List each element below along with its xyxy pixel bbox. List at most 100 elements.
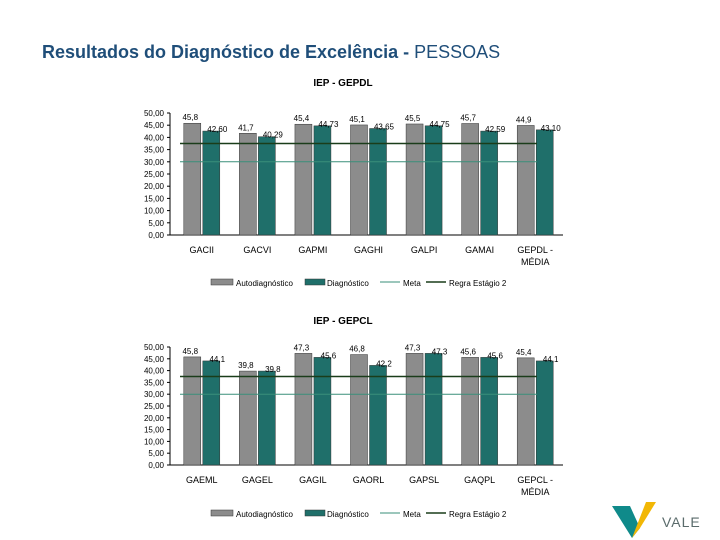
y-tick-label: 20,00: [144, 182, 165, 191]
data-label: 45,7: [460, 113, 476, 122]
y-tick-label: 10,00: [144, 207, 165, 216]
y-tick-label: 15,00: [144, 194, 165, 203]
data-label: 45,4: [294, 114, 310, 123]
bar-diagnostico: [258, 370, 276, 466]
y-tick-label: 35,00: [144, 146, 165, 155]
legend-swatch-0: [210, 278, 234, 286]
data-label: 45,8: [182, 347, 198, 356]
y-tick-label: 0,00: [148, 461, 164, 470]
data-label: 47,3: [405, 343, 421, 352]
x-tick-label: GAQPL: [464, 475, 495, 485]
data-label: 44,73: [318, 120, 339, 129]
legend-label: Meta: [403, 510, 421, 519]
data-label: 45,1: [349, 115, 365, 124]
y-tick-label: 25,00: [144, 402, 165, 411]
x-tick-label: GAORL: [353, 475, 385, 485]
bar-diagnostico: [424, 125, 443, 236]
data-label: 47,3: [294, 343, 310, 352]
y-tick-label: 30,00: [144, 390, 165, 399]
x-tick-label: GALPI: [411, 245, 438, 255]
data-label: 45,6: [321, 351, 337, 360]
y-tick-label: 25,00: [144, 170, 165, 179]
data-label: 39,8: [265, 365, 281, 374]
chart-title: IEP - GEPDL: [313, 78, 372, 89]
data-label: 44,9: [516, 115, 532, 124]
bar-diagnostico: [369, 365, 387, 466]
chart-gepdl: IEP - GEPDL 0,00 5,00 10,00 15,00 20,00 25,00 3…: [144, 78, 563, 288]
vale-logo: VALE: [612, 502, 700, 538]
data-label: 42,59: [485, 125, 506, 134]
x-tick-label: GAGIL: [299, 475, 327, 485]
chart-gepcl: IEP - GEPCL 0,00 5,00 10,00 15,00 20,00 25,00 3…: [144, 316, 563, 519]
x-tick-label: GAPSL: [409, 475, 439, 485]
legend-swatch-1: [304, 278, 326, 286]
bar-diagnostico: [369, 128, 387, 236]
data-label: 45,6: [487, 351, 503, 360]
legend-swatch-1: [304, 509, 326, 517]
x-tick-label: GACII: [190, 245, 215, 255]
chart-title: IEP - GEPCL: [313, 316, 372, 327]
data-label: 40,29: [263, 131, 284, 140]
bar-autodiagnostico: [516, 357, 535, 466]
bar-autodiagnostico: [294, 353, 313, 466]
legend-label: Diagnóstico: [327, 279, 369, 288]
bar-diagnostico: [202, 130, 221, 236]
bar-autodiagnostico: [183, 356, 202, 466]
y-tick-label: 30,00: [144, 158, 165, 167]
x-tick-label-line2: MÉDIA: [521, 257, 550, 267]
y-tick-label: 10,00: [144, 437, 165, 446]
legend-label: Autodiagnóstico: [236, 279, 293, 288]
y-tick-label: 40,00: [144, 133, 165, 142]
bar-diagnostico: [313, 125, 332, 236]
vale-logo-mark-right: [632, 502, 656, 538]
bar-autodiagnostico: [183, 122, 202, 236]
bar-autodiagnostico: [461, 123, 479, 236]
legend-label: Meta: [403, 279, 421, 288]
bar-diagnostico: [480, 130, 498, 236]
legend-label: Regra Estágio 2: [449, 279, 507, 288]
bar-diagnostico: [313, 357, 332, 466]
data-label: 41,7: [238, 123, 254, 132]
y-tick-label: 20,00: [144, 414, 165, 423]
y-tick-label: 45,00: [144, 355, 165, 364]
legend-label: Diagnóstico: [327, 510, 369, 519]
bar-autodiagnostico: [461, 357, 479, 466]
page-title-main: Resultados do Diagnóstico de Excelência …: [42, 42, 410, 62]
data-label: 42,60: [207, 125, 228, 134]
bar-diagnostico: [202, 360, 221, 466]
bar-autodiagnostico: [405, 353, 424, 466]
bar-autodiagnostico: [239, 370, 257, 466]
x-tick-label: GACVI: [243, 245, 271, 255]
y-tick-label: 15,00: [144, 426, 165, 435]
data-label: 45,5: [405, 114, 421, 123]
data-label: 47,3: [432, 347, 448, 356]
bar-diagnostico: [258, 136, 276, 236]
bar-diagnostico: [535, 129, 554, 236]
data-label: 44,1: [209, 355, 225, 364]
x-tick-label: GAGHI: [354, 245, 383, 255]
bar-autodiagnostico: [405, 123, 424, 236]
bar-autodiagnostico: [239, 133, 257, 236]
vale-logo-mark-left: [612, 506, 640, 538]
x-tick-label: GAGEL: [242, 475, 273, 485]
data-label: 43,10: [541, 124, 562, 133]
y-tick-label: 50,00: [144, 343, 165, 352]
y-tick-label: 45,00: [144, 121, 165, 130]
bar-autodiagnostico: [294, 123, 313, 236]
bar-diagnostico: [424, 353, 443, 466]
data-label: 46,8: [349, 345, 365, 354]
y-tick-label: 5,00: [148, 449, 164, 458]
y-tick-label: 40,00: [144, 367, 165, 376]
legend-swatch-0: [210, 509, 234, 517]
page-title: Resultados do Diagnóstico de Excelência …: [42, 42, 500, 63]
bar-diagnostico: [480, 357, 498, 466]
y-tick-label: 0,00: [148, 231, 164, 240]
x-tick-label: GAEML: [186, 475, 218, 485]
bar-diagnostico: [535, 360, 554, 466]
x-tick-label-line2: MÉDIA: [521, 487, 550, 497]
x-tick-label: GAMAI: [465, 245, 494, 255]
data-label: 43,65: [374, 122, 395, 131]
x-tick-label: GAPMI: [298, 245, 327, 255]
data-label: 44,75: [430, 120, 451, 129]
bar-autodiagnostico: [350, 354, 368, 466]
